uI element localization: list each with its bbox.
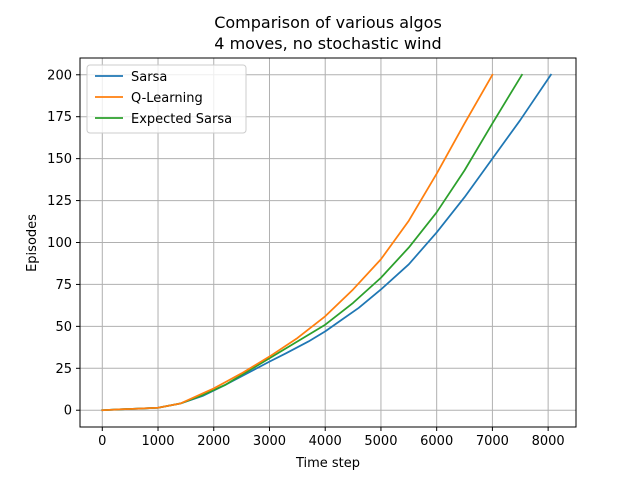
- y-tick-label: 200: [47, 68, 72, 83]
- y-tick-label: 125: [47, 194, 72, 209]
- chart-title: Comparison of various algos: [214, 13, 442, 32]
- x-tick-label: 0: [98, 434, 106, 449]
- y-tick-label: 25: [55, 362, 72, 377]
- x-tick-label: 4000: [309, 434, 342, 449]
- y-tick-label: 0: [64, 404, 72, 419]
- y-tick-label: 150: [47, 152, 72, 167]
- x-tick-label: 7000: [476, 434, 509, 449]
- legend-label-sarsa: Sarsa: [131, 70, 167, 85]
- legend-label-expected-sarsa: Expected Sarsa: [131, 112, 232, 127]
- x-axis-ticks: 0 1000 2000 3000 4000 5000 6000 7000 8000: [98, 427, 565, 449]
- x-tick-label: 2000: [197, 434, 230, 449]
- legend-box: [86, 64, 247, 134]
- y-axis-ticks: 0 25 50 75 100 125 150 175 200: [47, 68, 80, 419]
- y-tick-label: 50: [55, 320, 72, 335]
- series-line-q-learning: [101, 73, 494, 412]
- x-tick-label: 6000: [420, 434, 453, 449]
- y-tick-label: 75: [55, 278, 72, 293]
- series-layer: [101, 73, 553, 412]
- x-tick-label: 8000: [532, 434, 565, 449]
- chart-subtitle: 4 moves, no stochastic wind: [214, 34, 441, 53]
- y-tick-label: 175: [47, 110, 72, 125]
- y-axis-label: Episodes: [25, 214, 40, 272]
- y-tick-label: 100: [47, 236, 72, 251]
- legend: Sarsa Q-Learning Expected Sarsa: [86, 64, 247, 134]
- x-tick-label: 3000: [253, 434, 286, 449]
- legend-label-q-learning: Q-Learning: [131, 91, 203, 106]
- x-tick-label: 5000: [364, 434, 397, 449]
- x-axis-label: Time step: [295, 456, 360, 471]
- x-tick-label: 1000: [141, 434, 174, 449]
